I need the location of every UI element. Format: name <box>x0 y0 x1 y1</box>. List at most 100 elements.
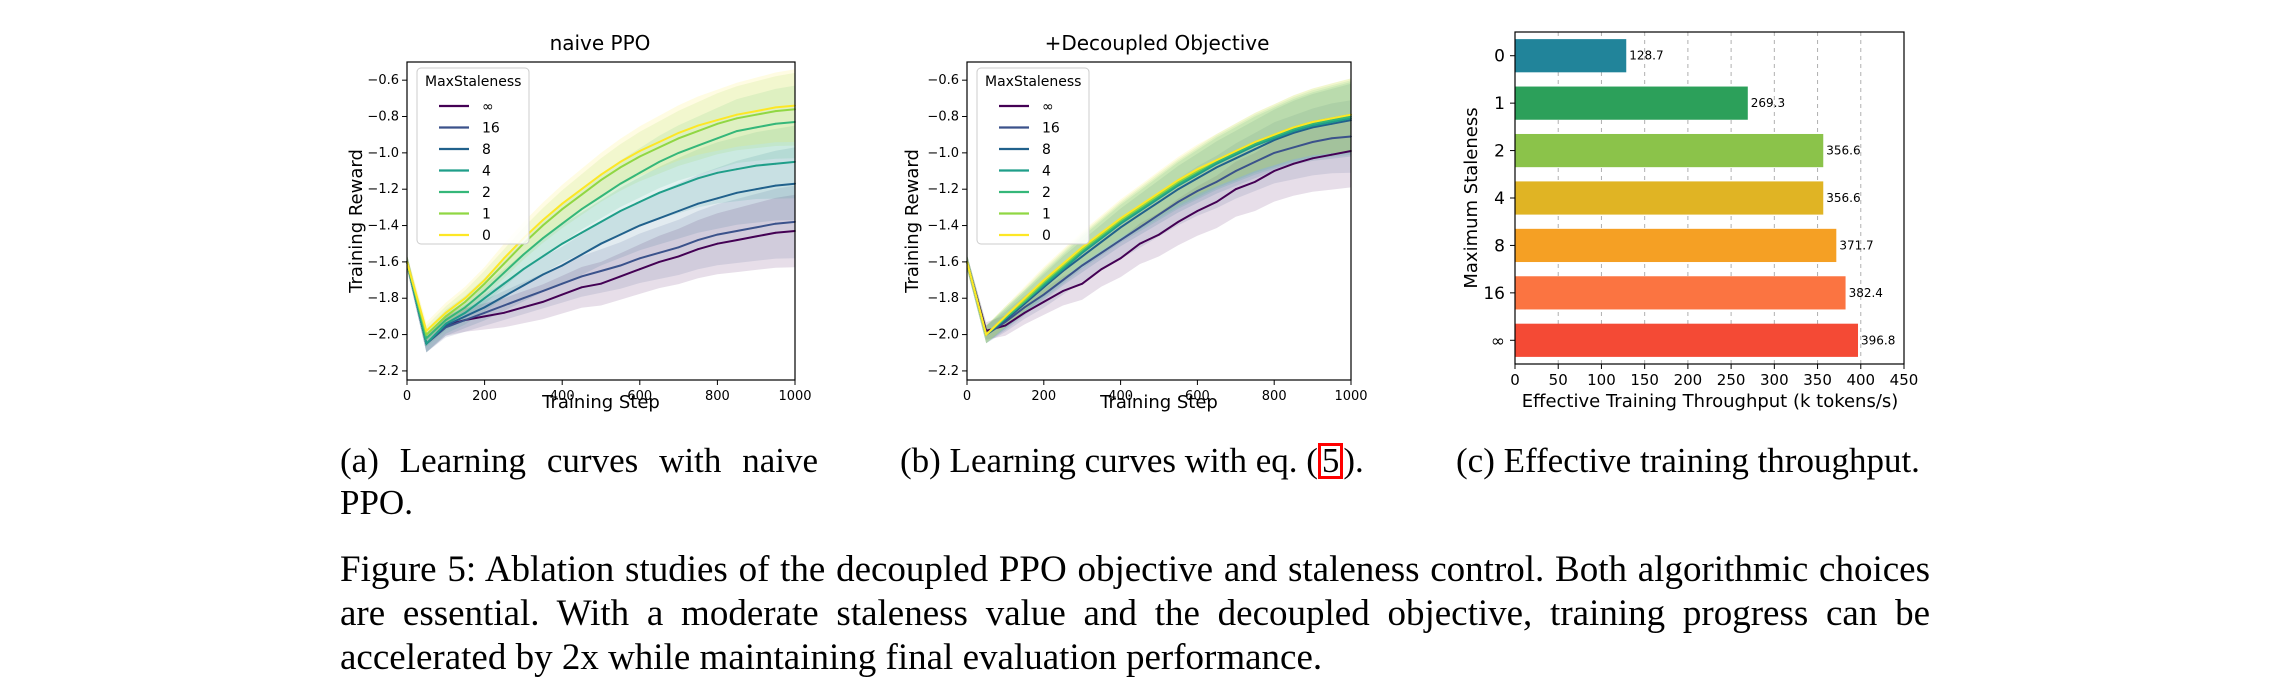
chart-b-point <box>1177 221 1180 223</box>
chart-a-band-4 <box>407 85 795 347</box>
chart-a-point <box>658 217 661 220</box>
equation-reference-link[interactable]: 5 <box>1317 443 1344 479</box>
chart-b-ytick-label: −2.0 <box>927 328 959 343</box>
chart-c-ylabel: Maximum Staleness <box>1461 107 1482 288</box>
chart-a-point <box>774 184 777 187</box>
caption-a: (a) Learning curves with naive PPO. <box>340 440 818 524</box>
chart-a-point <box>522 268 525 271</box>
chart-c-xtick-label: 100 <box>1587 371 1616 389</box>
chart-c-xtick-label: 50 <box>1549 371 1568 389</box>
chart-a-point <box>600 270 602 272</box>
chart-a-ytick-label: −1.8 <box>367 291 399 306</box>
chart-c-xtick-label: 450 <box>1890 371 1919 389</box>
chart-a-point <box>755 235 758 238</box>
chart-b-point <box>1254 148 1256 151</box>
chart-a-point <box>464 311 467 314</box>
chart-a-point <box>522 253 525 256</box>
chart-a-point <box>541 219 544 222</box>
chart-b-point <box>1081 246 1084 249</box>
chart-a-point <box>716 119 719 121</box>
chart-a-point <box>464 306 467 309</box>
chart-b-point <box>1138 204 1141 207</box>
chart-a-xtick-label: 1000 <box>778 389 811 404</box>
chart-a-point <box>716 197 719 200</box>
chart-b-point <box>1062 290 1064 292</box>
chart-b-legend-label: 4 <box>1042 164 1051 180</box>
chart-a-band-1 <box>407 185 795 353</box>
chart-a-point <box>503 262 505 265</box>
chart-a-point <box>774 222 777 225</box>
chart-a-point <box>483 290 486 292</box>
chart-a-point <box>697 124 699 127</box>
chart-a-point <box>561 242 564 245</box>
chart-a-point <box>716 233 719 236</box>
chart-a-point <box>444 315 447 318</box>
chart-b-point <box>1215 159 1218 162</box>
chart-b-legend-label: 8 <box>1042 142 1051 158</box>
chart-a-point <box>735 191 738 194</box>
chart-a-band-2 <box>407 147 795 353</box>
chart-a-point <box>774 106 777 109</box>
chart-b-legend-label: 16 <box>1042 121 1060 137</box>
chart-b-xlabel: Training Step <box>1099 392 1218 413</box>
chart-b-point <box>1196 177 1199 180</box>
chart-a-point <box>619 166 622 169</box>
chart-b-point <box>1004 315 1007 318</box>
chart-a-point <box>483 282 486 285</box>
chart-a-point <box>444 319 447 321</box>
chart-c-value-label: 128.7 <box>1629 49 1663 63</box>
chart-b-ytick-label: −0.8 <box>927 110 959 125</box>
chart-a-point <box>774 162 777 165</box>
chart-a-frame <box>406 61 796 381</box>
chart-a-legend-label: 0 <box>482 228 491 244</box>
chart-a-series-layer <box>406 69 796 353</box>
chart-a-point <box>600 195 602 198</box>
chart-b-legend-label: 1 <box>1042 207 1051 223</box>
figure-svg: naive PPO 0 200 400 600 800 1000−0.6−0.8−1.0−… <box>346 31 1919 413</box>
chart-b-point <box>1215 166 1218 169</box>
chart-a-point <box>580 193 583 196</box>
chart-a-point <box>561 222 564 225</box>
chart-a-legend-label: 1 <box>482 207 491 223</box>
chart-b-point <box>1311 126 1314 129</box>
chart-a-legend-box <box>416 67 530 245</box>
chart-a-point <box>483 315 486 318</box>
chart-c-xtick-label: 400 <box>1846 371 1875 389</box>
chart-c-value-label: 356.6 <box>1826 144 1860 158</box>
chart-b-point <box>1273 170 1276 172</box>
chart-a-point <box>580 208 583 211</box>
chart-b-legend: MaxStaleness ∞ 16 8 4 2 1 0 <box>976 67 1090 245</box>
chart-b-point <box>1330 117 1333 120</box>
chart-a-point <box>600 173 602 176</box>
chart-b-xtick-label: 800 <box>1262 389 1287 404</box>
chart-b-point <box>1254 142 1256 145</box>
chart-a-point <box>464 297 467 300</box>
chart-c-xtick-label: 200 <box>1674 371 1703 389</box>
chart-a-point <box>638 201 641 203</box>
chart-a-point <box>677 210 680 212</box>
chart-b-xtick-label: 1000 <box>1334 389 1367 404</box>
chart-b-legend-box <box>976 67 1090 245</box>
chart-b-frame <box>966 61 1352 381</box>
chart-b-point <box>1177 188 1180 191</box>
chart-c-bar <box>1515 323 1859 357</box>
chart-b-point <box>1273 133 1276 136</box>
chart-b-point <box>1158 213 1160 216</box>
chart-a-point <box>638 257 641 260</box>
caption-a-text: (a) Learning curves with naive PPO. <box>340 441 818 522</box>
chart-a-point <box>522 284 525 287</box>
chart-a-point <box>658 191 661 194</box>
chart-a-point <box>716 137 719 140</box>
chart-b-point <box>1062 279 1064 281</box>
chart-a-point <box>580 231 583 234</box>
chart-b-point <box>1292 162 1295 165</box>
chart-b-point <box>1254 181 1256 183</box>
chart-a-point <box>677 152 680 154</box>
chart-naive-ppo: naive PPO 0 200 400 600 800 1000 −0.6 −0.8 −1.0 −… <box>346 31 812 413</box>
chart-a-point <box>774 122 777 125</box>
chart-c-bars: 128.7 269.3 356.6 356.6 371.7 382.4 396.8 <box>1515 39 1895 357</box>
chart-a-point <box>735 230 738 232</box>
chart-a-point <box>658 261 661 263</box>
chart-b-point <box>1215 201 1218 203</box>
chart-b-point <box>1100 241 1103 243</box>
